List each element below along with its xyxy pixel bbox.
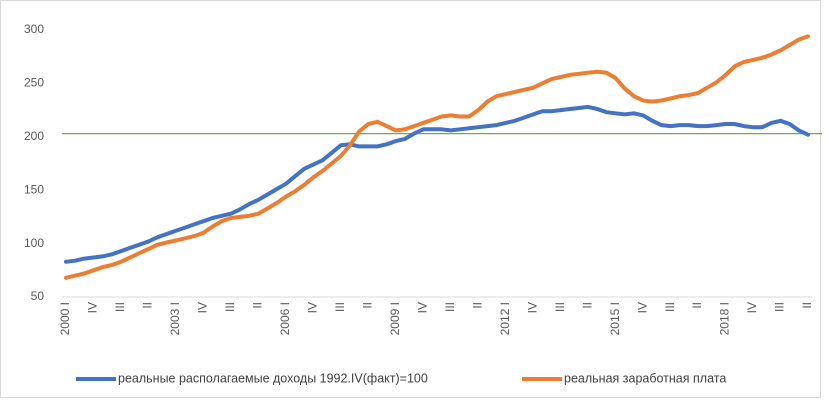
x-tick-label: IV: [635, 302, 649, 313]
x-tick-label: III: [223, 302, 237, 312]
legend-label: реальные располагаемые доходы 1992.IV(фа…: [118, 371, 428, 385]
x-tick-label: III: [773, 302, 787, 312]
x-tick-label: IV: [525, 302, 539, 313]
y-tick-label: 100: [24, 236, 44, 250]
legend-label: реальная заработная плата: [564, 371, 726, 385]
y-tick-label: 150: [24, 182, 44, 196]
x-tick-label: III: [443, 302, 457, 312]
x-tick-label: IV: [306, 302, 320, 313]
x-tick-label: 2012 I: [498, 302, 512, 335]
x-tick-label: 2015 I: [608, 302, 622, 335]
x-tick-label: IV: [745, 302, 759, 313]
x-tick-label: II: [251, 302, 265, 309]
x-tick-label: 2006 I: [278, 302, 292, 335]
x-tick-label: IV: [196, 302, 210, 313]
series-line: [64, 104, 810, 264]
y-tick-label: 300: [24, 22, 44, 36]
x-tick-label: 2018 I: [718, 302, 732, 335]
y-tick-label: 250: [24, 76, 44, 90]
x-tick-label: II: [470, 302, 484, 309]
x-tick-label: IV: [86, 302, 100, 313]
x-tick-label: II: [141, 302, 155, 309]
x-tick-label: 2000 I: [58, 302, 72, 335]
y-tick-label: 200: [24, 129, 44, 143]
y-tick-label: 50: [31, 289, 45, 303]
x-tick-label: II: [800, 302, 814, 309]
x-tick-label: 2009 I: [388, 302, 402, 335]
x-tick-label: II: [580, 302, 594, 309]
x-tick-label: III: [113, 302, 127, 312]
x-tick-label: 2003 I: [168, 302, 182, 335]
x-tick-label: II: [360, 302, 374, 309]
x-tick-label: II: [690, 302, 704, 309]
x-tick-label: III: [553, 302, 567, 312]
x-tick-label: III: [663, 302, 677, 312]
series-line: [64, 34, 810, 280]
x-tick-label: III: [333, 302, 347, 312]
x-tick-label: IV: [415, 302, 429, 313]
